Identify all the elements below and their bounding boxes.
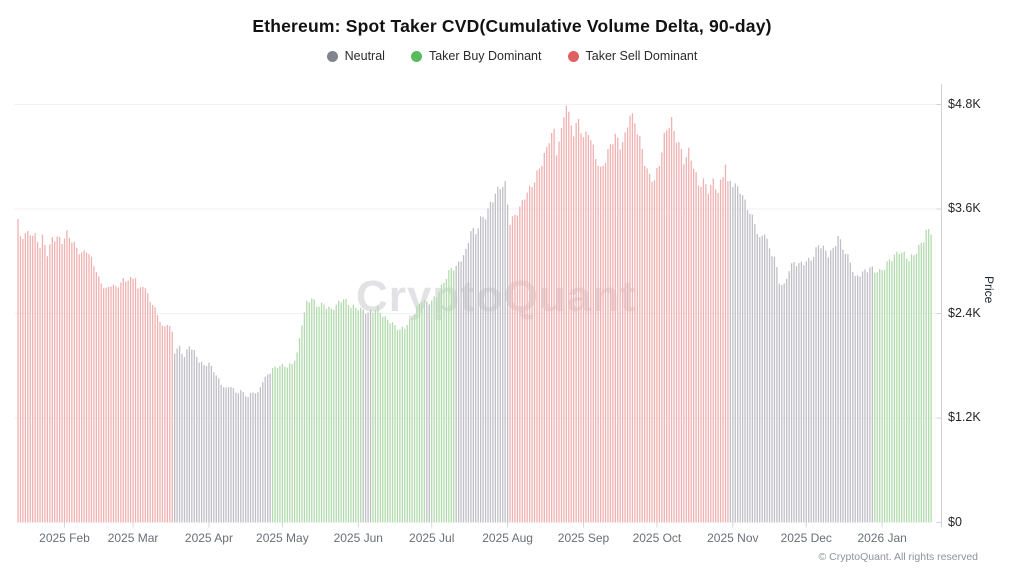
y-axis-title: Price xyxy=(982,276,996,304)
chart-legend: Neutral Taker Buy Dominant Taker Sell Do… xyxy=(0,49,1024,63)
copyright-notice: © CryptoQuant. All rights reserved xyxy=(818,551,978,563)
x-tick-label: 2025 Sep xyxy=(557,531,610,545)
x-tick-label: 2025 Jun xyxy=(333,531,383,545)
y-tick-label: $0 xyxy=(948,514,962,529)
neutral-dot-icon xyxy=(326,50,338,62)
chart-title: Ethereum: Spot Taker CVD(Cumulative Volu… xyxy=(252,16,772,36)
y-tick-label: $4.8K xyxy=(948,96,981,111)
legend-label-taker-sell: Taker Sell Dominant xyxy=(585,49,698,63)
legend-item-taker-buy[interactable]: Taker Buy Dominant xyxy=(410,49,542,63)
x-tick-label: 2025 Apr xyxy=(184,531,233,545)
x-tick-label: 2025 Jul xyxy=(409,531,455,545)
x-tick-label: 2025 Aug xyxy=(482,531,533,545)
x-tick-label: 2026 Jan xyxy=(857,531,907,545)
y-tick-label: $2.4K xyxy=(948,305,981,320)
sell-dot-icon xyxy=(567,50,579,62)
y-tick-label: $1.2K xyxy=(948,410,981,424)
x-tick-label: 2025 Oct xyxy=(632,531,682,545)
x-tick-label: 2025 May xyxy=(256,531,309,545)
x-tick-label: 2025 Mar xyxy=(107,531,159,545)
y-tick-label: $3.6K xyxy=(948,201,981,215)
x-tick-label: 2025 Dec xyxy=(780,531,832,545)
x-tick-label: 2025 Nov xyxy=(707,531,759,545)
legend-item-neutral[interactable]: Neutral xyxy=(326,49,385,63)
legend-label-taker-buy: Taker Buy Dominant xyxy=(428,49,542,63)
legend-label-neutral: Neutral xyxy=(344,49,385,63)
buy-dot-icon xyxy=(410,50,422,62)
legend-item-taker-sell[interactable]: Taker Sell Dominant xyxy=(567,49,698,63)
x-tick-label: 2025 Feb xyxy=(39,531,90,545)
